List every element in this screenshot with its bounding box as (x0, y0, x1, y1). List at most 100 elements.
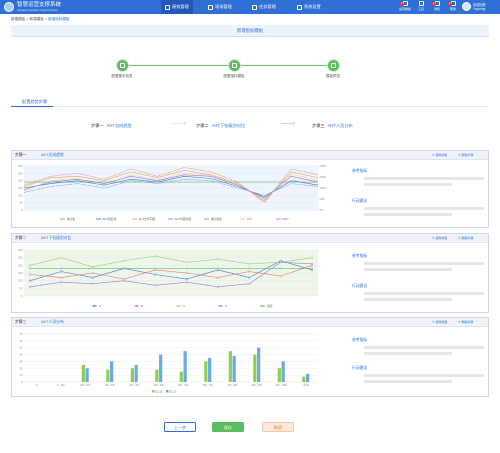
bar (277, 368, 281, 382)
bar (257, 347, 261, 382)
use-template-button[interactable]: ✎ 使用模板 (432, 153, 448, 158)
app-subtitle: Intelligent Operation Support System (17, 8, 58, 12)
cancel-button[interactable]: 取消 (262, 422, 294, 432)
x-tick-label: <0 (35, 384, 38, 387)
breadcrumb-parent[interactable]: 新建模板 > 新建模板 > (11, 17, 48, 21)
data-point (248, 282, 251, 285)
top-navigation-bar: 智慧运营支撑系统 Intelligent Operation Support S… (0, 0, 500, 14)
data-point (60, 267, 63, 270)
flow-step-value: AHT总成趋势 (106, 123, 132, 128)
x-tick-label: 700 - 800 (227, 384, 238, 387)
series-line (23, 174, 319, 199)
flow-step-value: AHT下钻级别对比 (211, 123, 246, 128)
nav-settings[interactable]: 系统设置 (293, 0, 325, 14)
data-point (185, 281, 188, 284)
bar (159, 354, 163, 382)
data-point (185, 278, 188, 281)
stepper-label-1: 配置基本信息 (111, 74, 133, 78)
data-point (60, 281, 63, 284)
legend-label: A (99, 304, 101, 308)
data-point (91, 282, 94, 285)
legend-label: 总标准线 (211, 217, 222, 221)
placeholder-bar (364, 352, 452, 355)
data-point (122, 259, 126, 262)
aht-distribution-chart: 0 10 20 30 40 50 60 70 <0 0 - 100 100 - 200 200 - 3… (20, 332, 318, 393)
stepper-node-2[interactable] (228, 59, 241, 72)
use-template-button[interactable]: ✎ 使用模板 (432, 320, 448, 325)
data-point (28, 264, 32, 267)
prev-button[interactable]: 上一步 (164, 422, 196, 432)
delete-step-button[interactable]: ✕ 删除步骤 (458, 236, 474, 241)
legend-marker (177, 305, 180, 307)
panel-header: 步骤一 AHT总成趋势 ✎ 使用模板 ✕ 删除步骤 (12, 151, 488, 160)
data-point (279, 267, 282, 270)
bar (281, 361, 285, 382)
data-point (310, 262, 314, 265)
data-point (28, 273, 32, 276)
stepper-node-1[interactable] (116, 59, 129, 72)
panel-header: 步骤三 AHT人员分布 ✎ 使用模板 ✕ 删除步骤 (12, 318, 488, 327)
save-button[interactable]: 保存 (212, 422, 244, 432)
template-icon (232, 63, 237, 68)
x-tick-label: >1000 (302, 384, 309, 387)
y-tick-label: 100 (18, 193, 23, 197)
data-point (248, 270, 251, 273)
tool-notify[interactable]: 1 通知 (430, 1, 444, 13)
legend-marker (261, 305, 264, 307)
series-line (29, 260, 313, 281)
reference-label: 参考指标 (352, 169, 368, 173)
tool-label: 运营看板 (398, 7, 411, 11)
stepper-node-3[interactable] (327, 59, 340, 72)
breadcrumb-current: 新增指标模板 (47, 17, 70, 21)
legend-label: MOY (283, 217, 290, 221)
series-line (23, 172, 319, 201)
data-point (28, 285, 32, 288)
y-tick-label: 10 (20, 373, 23, 377)
analysis-label: 行动建议 (352, 284, 368, 288)
delete-step-label: 删除步骤 (461, 236, 474, 241)
panel-step-label: 步骤一 (15, 153, 27, 157)
flow-step-2[interactable]: 步骤二 AHT下钻级别对比 (196, 123, 245, 129)
bar (81, 364, 85, 382)
x-tick-label: 200 - 300 (105, 384, 116, 387)
y-tick-label: 60 (20, 339, 23, 343)
tool-tools[interactable]: 工具 (414, 1, 428, 13)
delete-step-button[interactable]: ✕ 删除步骤 (458, 320, 474, 325)
placeholder-bar (364, 183, 452, 186)
bar (208, 358, 212, 382)
tool-dashboard[interactable]: 1 运营看板 (398, 1, 412, 13)
nav-label: 系统设置 (304, 4, 321, 9)
use-template-button[interactable]: ✎ 使用模板 (432, 236, 448, 241)
data-point (28, 279, 32, 282)
delete-step-button[interactable]: ✕ 删除步骤 (458, 153, 474, 158)
y-tick-label: 50 (20, 201, 23, 205)
flow-step-1[interactable]: 步骤一 AHT总成趋势 (91, 123, 132, 129)
user-avatar[interactable] (462, 2, 471, 11)
analysis-label: 行动建议 (352, 199, 368, 203)
bar (232, 355, 236, 382)
placeholder-bar (364, 207, 484, 210)
tool-help[interactable]: 1 帮助 (446, 1, 460, 13)
series-line (23, 175, 319, 198)
delete-step-label: 删除步骤 (461, 153, 474, 158)
stepper-label-2: 配置指标模板 (223, 74, 245, 78)
legend-label: 02.15 (156, 389, 163, 393)
flow-step-key: 步骤二 (196, 123, 209, 128)
panel-step-label: 步骤二 (15, 236, 27, 240)
notification-badge: 1 (448, 2, 452, 6)
x-tick-label: 100 - 200 (80, 384, 91, 387)
flow-step-3[interactable]: 步骤三 AHT人员分布 (312, 123, 353, 129)
y2-tick-label: 50% (320, 197, 326, 201)
nav-task[interactable]: 任务管理 (248, 0, 280, 14)
dashboard-icon: 1 (400, 1, 408, 6)
nav-performance[interactable]: 绩效管理 (161, 0, 193, 14)
legend-label: C (183, 304, 185, 308)
nav-site[interactable]: 现场管理 (204, 0, 236, 14)
data-point (91, 267, 94, 270)
bell-icon: 1 (432, 1, 440, 6)
y-tick-label: 150 (18, 271, 23, 275)
bar (155, 369, 159, 382)
y-tick-label: 200 (18, 263, 23, 267)
y-tick-label: 150 (18, 186, 23, 190)
user-menu[interactable]: 欢迎回来 Yoyonng (473, 3, 486, 11)
